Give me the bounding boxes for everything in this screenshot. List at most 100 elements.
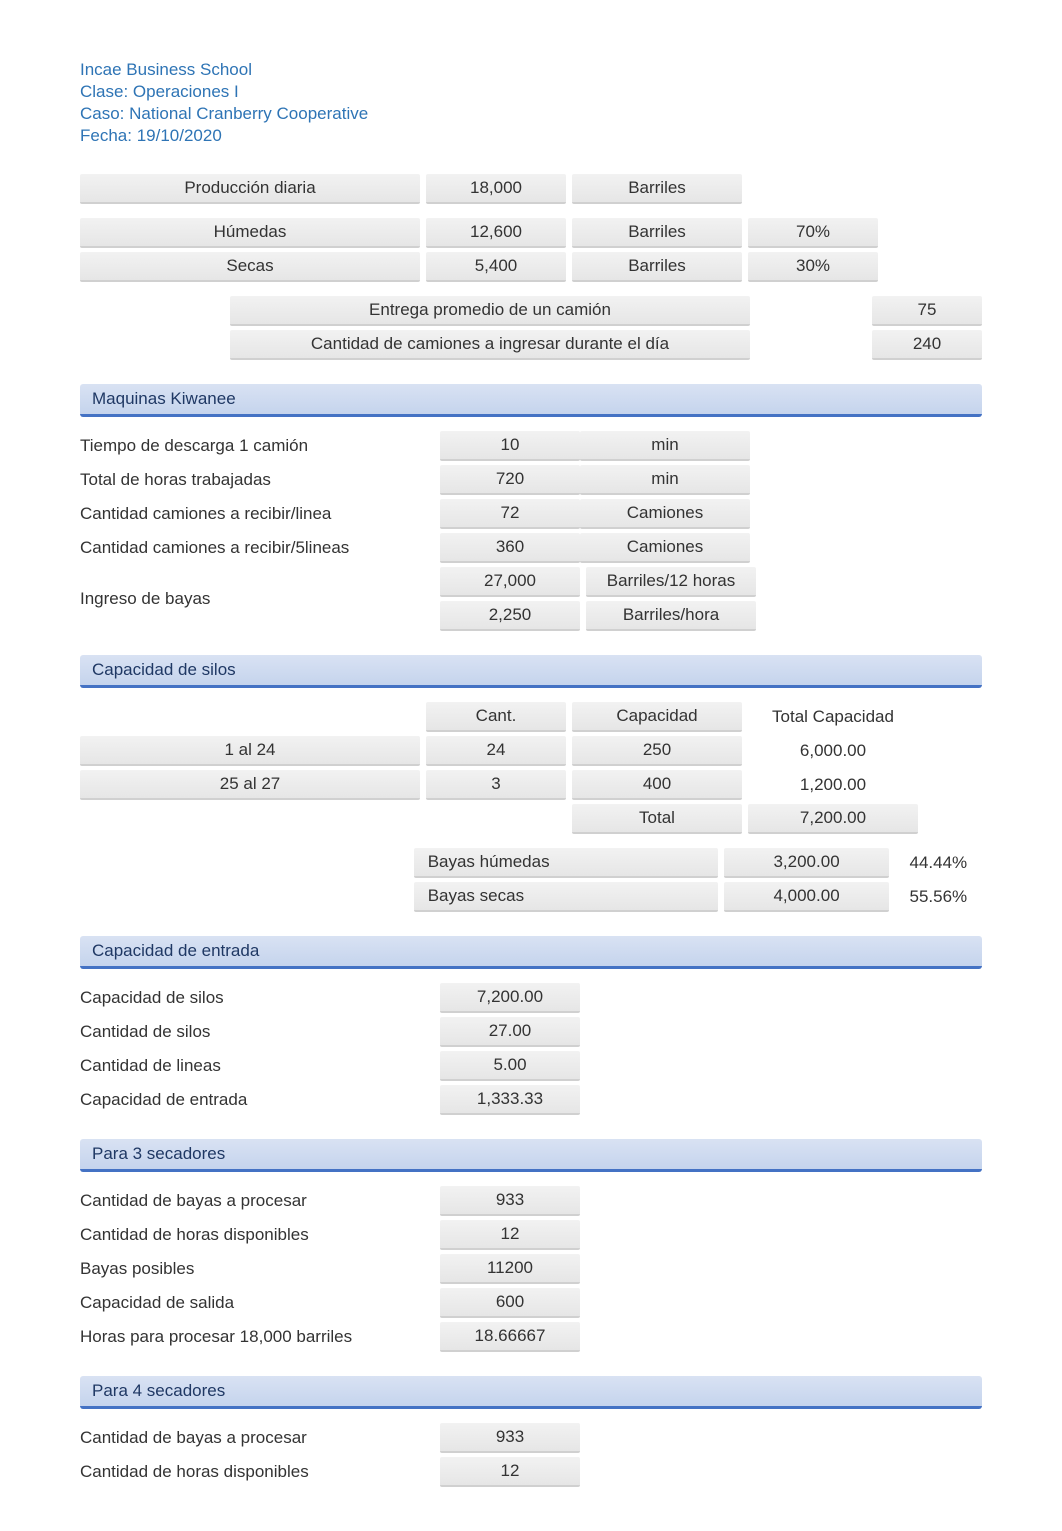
kiwanee-row: Total de horas trabajadas 720 min	[80, 465, 982, 495]
label: Capacidad de silos	[80, 984, 440, 1012]
pct: 70%	[748, 218, 878, 248]
label: Cantidad de bayas a procesar	[80, 1424, 440, 1452]
label: Horas para procesar 18,000 barriles	[80, 1323, 440, 1351]
label: Ingreso de bayas	[80, 576, 440, 621]
label: Capacidad de salida	[80, 1289, 440, 1317]
total: 1,200.00	[748, 771, 918, 799]
value: 4,000.00	[724, 882, 888, 912]
label: Húmedas	[80, 218, 420, 248]
total: 6,000.00	[748, 737, 918, 765]
value: 3,200.00	[724, 848, 888, 878]
value: 18,000	[426, 174, 566, 204]
value: 27.00	[440, 1017, 580, 1047]
value: 72	[440, 499, 580, 529]
value: 10	[440, 431, 580, 461]
pct: 44.44%	[895, 849, 982, 877]
row-humedas: Húmedas 12,600 Barriles 70%	[80, 218, 982, 248]
header-line-4: Fecha: 19/10/2020	[80, 126, 982, 146]
header-line-2: Clase: Operaciones I	[80, 82, 982, 102]
label: Cantidad de lineas	[80, 1052, 440, 1080]
label: Bayas posibles	[80, 1255, 440, 1283]
label: 1 al 24	[80, 736, 420, 766]
pct: 30%	[748, 252, 878, 282]
kiwanee-row: Cantidad camiones a recibir/5lineas 360 …	[80, 533, 982, 563]
value: 12,600	[426, 218, 566, 248]
entrada-row: Capacidad de entrada 1,333.33	[80, 1085, 982, 1115]
col-cap: Capacidad	[572, 702, 742, 732]
unit: Camiones	[580, 533, 750, 563]
total-label: Total	[572, 804, 742, 834]
col-total: Total Capacidad	[748, 703, 918, 731]
silos-row: 1 al 24 24 250 6,000.00	[80, 736, 982, 766]
label: Producción diaria	[80, 174, 420, 204]
cap: 250	[572, 736, 742, 766]
label: Cantidad de camiones a ingresar durante …	[230, 330, 750, 360]
value: 18.66667	[440, 1322, 580, 1352]
value: 12	[440, 1457, 580, 1487]
value: 2,250	[440, 601, 580, 631]
section-kiwanee-title: Maquinas Kiwanee	[80, 384, 982, 417]
kiwanee-row: Ingreso de bayas 27,000 Barriles/12 hora…	[80, 567, 982, 631]
row-secas: Secas 5,400 Barriles 30%	[80, 252, 982, 282]
unit: Barriles/hora	[586, 601, 756, 631]
unit: Barriles	[572, 174, 742, 204]
label: Cantidad camiones a recibir/linea	[80, 500, 440, 528]
section-entrada-title: Capacidad de entrada	[80, 936, 982, 969]
entrada-row: Cantidad de lineas 5.00	[80, 1051, 982, 1081]
col-cant: Cant.	[426, 702, 566, 732]
unit: min	[580, 431, 750, 461]
label: Bayas húmedas	[414, 848, 719, 878]
sec3-row: Bayas posibles 11200	[80, 1254, 982, 1284]
label: Entrega promedio de un camión	[230, 296, 750, 326]
label: Tiempo de descarga 1 camión	[80, 432, 440, 460]
row-cantidad-camiones: Cantidad de camiones a ingresar durante …	[80, 330, 982, 360]
unit: Camiones	[580, 499, 750, 529]
label: 25 al 27	[80, 770, 420, 800]
sec3-row: Cantidad de horas disponibles 12	[80, 1220, 982, 1250]
value: 720	[440, 465, 580, 495]
document-header: Incae Business School Clase: Operaciones…	[80, 60, 982, 146]
kiwanee-row: Tiempo de descarga 1 camión 10 min	[80, 431, 982, 461]
value: 75	[872, 296, 982, 326]
value: 5,400	[426, 252, 566, 282]
silos-header-row: Cant. Capacidad Total Capacidad	[80, 702, 982, 732]
row-entrega-promedio: Entrega promedio de un camión 75	[80, 296, 982, 326]
sec3-row: Cantidad de bayas a procesar 933	[80, 1186, 982, 1216]
silos-row: 25 al 27 3 400 1,200.00	[80, 770, 982, 800]
label: Cantidad de horas disponibles	[80, 1221, 440, 1249]
unit: Barriles	[572, 252, 742, 282]
section-sec3-title: Para 3 secadores	[80, 1139, 982, 1172]
value: 933	[440, 1186, 580, 1216]
row-produccion: Producción diaria 18,000 Barriles	[80, 174, 982, 204]
unit: Barriles	[572, 218, 742, 248]
cant: 3	[426, 770, 566, 800]
label: Bayas secas	[414, 882, 719, 912]
bayas-secas-row: Bayas secas 4,000.00 55.56%	[80, 882, 982, 912]
sec3-row: Capacidad de salida 600	[80, 1288, 982, 1318]
entrada-row: Capacidad de silos 7,200.00	[80, 983, 982, 1013]
pct: 55.56%	[895, 883, 982, 911]
section-silos-title: Capacidad de silos	[80, 655, 982, 688]
cap: 400	[572, 770, 742, 800]
sec3-row: Horas para procesar 18,000 barriles 18.6…	[80, 1322, 982, 1352]
value: 1,333.33	[440, 1085, 580, 1115]
unit: Barriles/12 horas	[586, 567, 756, 597]
total-value: 7,200.00	[748, 804, 918, 834]
value: 933	[440, 1423, 580, 1453]
value: 360	[440, 533, 580, 563]
section-sec4-title: Para 4 secadores	[80, 1376, 982, 1409]
cant: 24	[426, 736, 566, 766]
label: Capacidad de entrada	[80, 1086, 440, 1114]
value: 27,000	[440, 567, 580, 597]
label: Cantidad camiones a recibir/5lineas	[80, 534, 440, 562]
unit: min	[580, 465, 750, 495]
value: 240	[872, 330, 982, 360]
header-line-1: Incae Business School	[80, 60, 982, 80]
value: 5.00	[440, 1051, 580, 1081]
label: Total de horas trabajadas	[80, 466, 440, 494]
entrada-row: Cantidad de silos 27.00	[80, 1017, 982, 1047]
sec4-row: Cantidad de horas disponibles 12	[80, 1457, 982, 1487]
header-line-3: Caso: National Cranberry Cooperative	[80, 104, 982, 124]
label: Secas	[80, 252, 420, 282]
value: 7,200.00	[440, 983, 580, 1013]
